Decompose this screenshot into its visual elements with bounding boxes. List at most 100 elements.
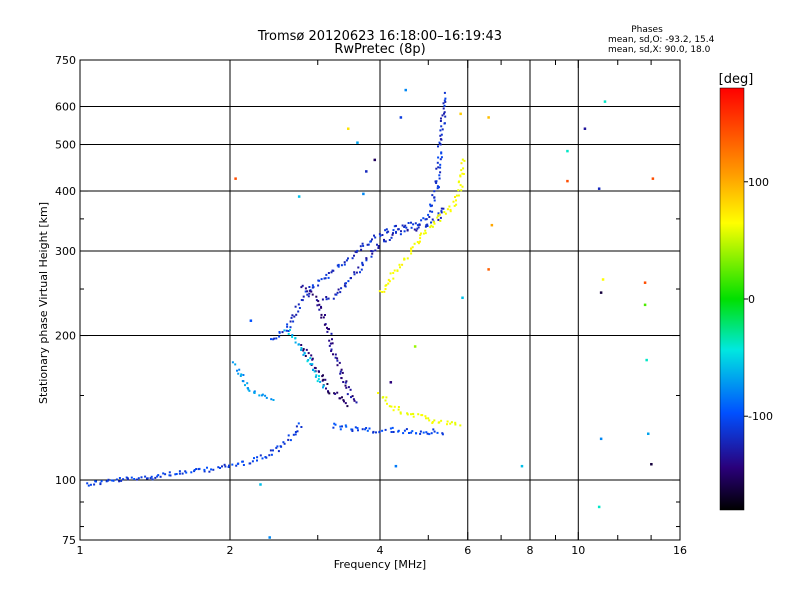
trace-point	[439, 163, 442, 166]
trace-point	[342, 381, 345, 383]
trace-point	[429, 226, 432, 229]
trace-point	[325, 298, 328, 301]
trace-7	[377, 392, 462, 427]
trace-point	[307, 295, 310, 298]
scatter-point	[399, 116, 403, 119]
trace-point	[368, 427, 371, 430]
trace-point	[236, 462, 239, 465]
scatter-point	[459, 112, 462, 116]
trace-point	[256, 459, 258, 462]
trace-point	[175, 473, 178, 475]
trace-point	[437, 156, 440, 159]
trace-point	[439, 138, 442, 141]
trace-point	[414, 222, 417, 225]
trace-point	[390, 405, 393, 408]
trace-point	[446, 420, 449, 423]
trace-point	[270, 453, 273, 456]
trace-point	[333, 422, 336, 425]
trace-point	[429, 210, 432, 213]
trace-point	[156, 475, 159, 478]
trace-point	[334, 392, 337, 395]
trace-point	[351, 430, 354, 432]
trace-point	[431, 218, 434, 221]
trace-point	[428, 419, 431, 422]
trace-point	[406, 412, 409, 415]
trace-point	[438, 213, 441, 216]
trace-point	[427, 213, 430, 216]
trace-point	[354, 426, 357, 429]
trace-point	[162, 472, 165, 475]
trace-point	[294, 305, 297, 308]
trace-point	[439, 143, 441, 146]
trace-point	[439, 120, 442, 122]
trace-point	[355, 251, 358, 254]
trace-point	[413, 228, 416, 231]
trace-point	[242, 380, 245, 383]
trace-point	[253, 457, 255, 460]
trace-point	[436, 216, 439, 219]
trace-point	[355, 271, 358, 274]
trace-point	[427, 417, 430, 420]
trace-point	[87, 484, 90, 487]
trace-point	[364, 428, 367, 431]
trace-point	[432, 428, 435, 431]
trace-point	[401, 224, 404, 227]
trace-point	[387, 282, 390, 285]
trace-point	[322, 316, 325, 319]
trace-point	[308, 289, 311, 292]
trace-point	[379, 234, 382, 237]
trace-point	[419, 432, 422, 435]
trace-point	[437, 212, 440, 215]
trace-point	[272, 338, 275, 341]
trace-point	[291, 334, 294, 336]
trace-point	[206, 466, 208, 469]
trace-point	[426, 223, 429, 226]
trace-point	[341, 371, 344, 374]
trace-point	[278, 335, 281, 338]
trace-point	[294, 337, 297, 340]
trace-point	[440, 151, 443, 154]
trace-point	[444, 100, 447, 103]
trace-point	[433, 199, 436, 202]
trace-point	[420, 219, 423, 222]
trace-point	[99, 482, 102, 485]
trace-point	[377, 247, 380, 249]
trace-point	[244, 384, 246, 387]
trace-point	[164, 473, 167, 476]
trace-point	[372, 430, 375, 433]
trace-point	[443, 211, 446, 214]
trace-point	[375, 431, 377, 434]
trace-point	[462, 167, 465, 170]
trace-point	[418, 223, 421, 226]
trace-point	[433, 419, 436, 422]
trace-point	[463, 159, 466, 162]
trace-point	[239, 375, 242, 377]
trace-point	[320, 306, 323, 309]
trace-point	[235, 464, 238, 467]
trace-point	[296, 430, 299, 433]
y-axis-label: Stationary phase Virtual Height [km]	[37, 202, 50, 404]
trace-point	[387, 278, 390, 281]
trace-point	[443, 91, 446, 94]
trace-point	[248, 389, 251, 392]
trace-point	[169, 474, 172, 477]
trace-point	[384, 399, 387, 402]
x-tick-label: 8	[527, 544, 534, 557]
trace-point	[334, 353, 337, 356]
trace-point	[311, 358, 314, 361]
trace-point	[392, 409, 395, 412]
trace-point	[307, 359, 310, 361]
trace-point	[436, 185, 439, 188]
trace-point	[285, 329, 288, 332]
trace-point	[334, 356, 337, 359]
trace-point	[289, 320, 292, 323]
chart-title: Tromsø 20120623 16:18:00–16:19:43	[257, 29, 502, 44]
trace-point	[444, 212, 447, 215]
trace-point	[436, 161, 439, 164]
trace-point	[289, 439, 292, 442]
trace-point	[316, 380, 319, 383]
trace-point	[410, 226, 413, 229]
trace-point	[397, 228, 400, 231]
scatter-point	[597, 505, 601, 509]
